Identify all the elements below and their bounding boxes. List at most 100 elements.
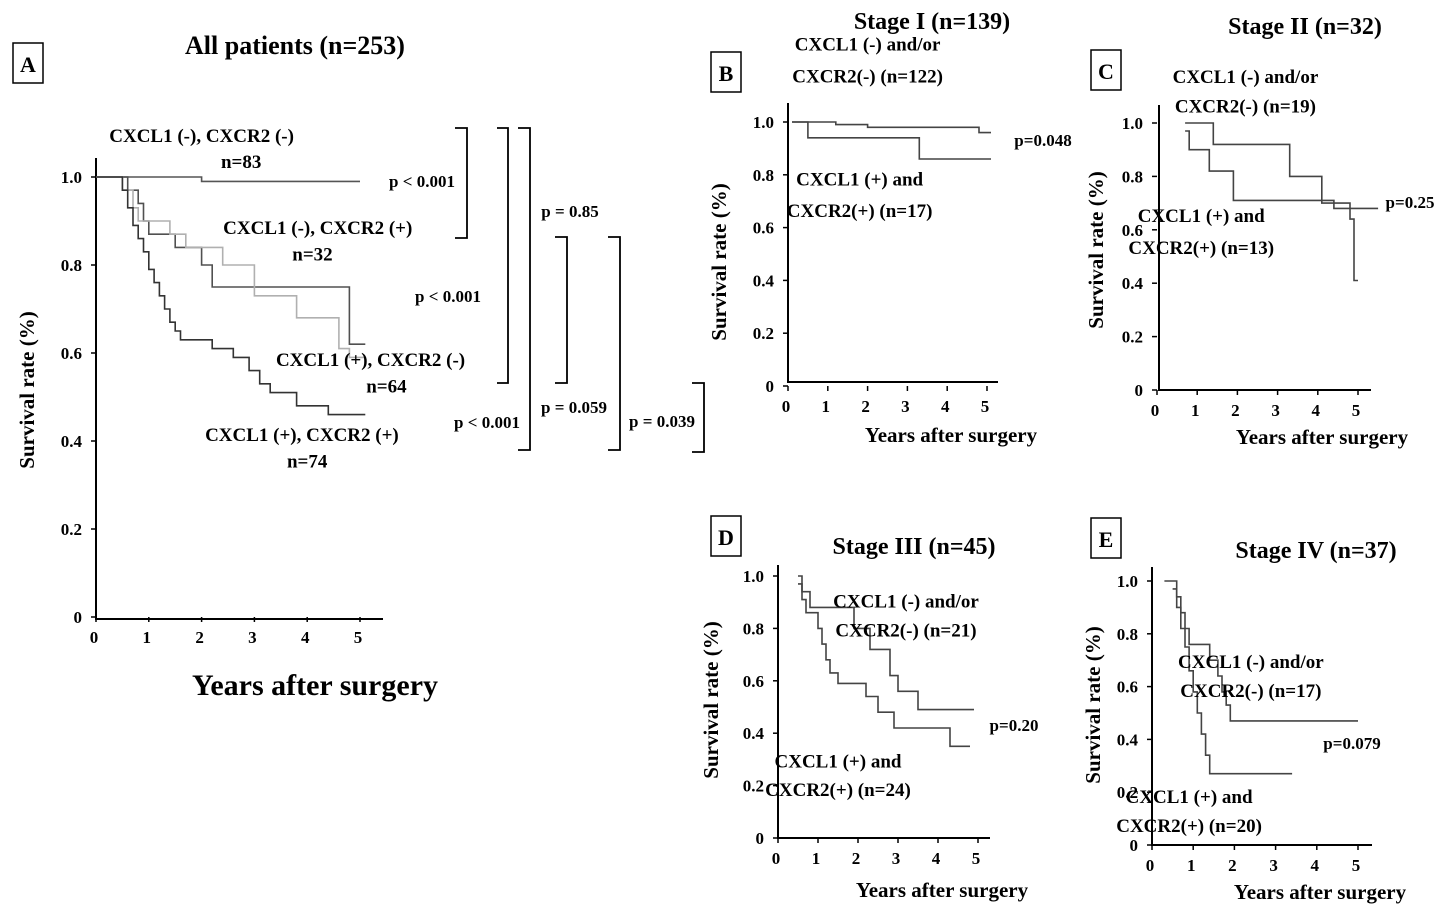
panel-c-ytick-label: 0 (1135, 381, 1144, 400)
panel-b-ytick-label: 0.8 (753, 166, 774, 185)
panel-a-survival-curve-1 (96, 176, 360, 183)
panel-e-annotation: CXCR2(+) (n=20) (1116, 816, 1262, 837)
panel-c-survival-curve-1 (1185, 122, 1358, 282)
panel-e-letter: E (1099, 527, 1114, 552)
bracket-a-5 (608, 236, 621, 451)
panel-b-xtick-label: 5 (981, 397, 990, 416)
panel-c-xtick-label: 4 (1312, 401, 1321, 420)
panel-a-annotations: CXCL1 (-), CXCR2 (-) n=83 CXCL1 (-), CXCR2… (109, 126, 465, 473)
panel-a: A All patients (n=253) Survival rate (%)… (12, 31, 705, 702)
panel-c-annotation: CXCL1 (-) and/or (1173, 67, 1319, 88)
panel-a-xtick-label: 2 (195, 628, 204, 647)
panel-e-xtick-label: 0 (1146, 856, 1155, 875)
panel-d: D Stage III (n=45) Survival rate (%) Yea… (699, 515, 1038, 902)
panel-a-xtick-label: 4 (301, 628, 310, 647)
panel-c-ytick-label: 0.6 (1122, 221, 1143, 240)
panel-e-ytick-label: 0.2 (1117, 783, 1138, 802)
panel-d-survival-curve-2 (798, 583, 970, 748)
panel-e-curves (1164, 580, 1358, 775)
panel-a-xlabel: Years after surgery (192, 669, 438, 702)
panel-c-xtick-label: 3 (1271, 401, 1280, 420)
panel-a-annotation: CXCL1 (+), CXCR2 (+) (205, 425, 399, 446)
panel-c-axes (1158, 105, 1371, 391)
panel-b-annotation: CXCL1 (+) and (796, 169, 923, 190)
panel-e-annotations: CXCL1 (-) and/or CXCR2(-) (n=17) CXCL1 (+)… (1116, 652, 1324, 837)
p-value-b: p=0.048 (1014, 131, 1071, 150)
panel-e-ticks: 0 1 2 3 4 5 0 0.2 0.4 0.6 0.8 1.0 (1117, 572, 1361, 875)
panel-a-xtick-label: 3 (248, 628, 257, 647)
panel-a-ytick-label: 0.4 (61, 432, 83, 451)
panel-c-letter-box (1090, 49, 1122, 91)
panel-d-annotation: CXCR2(-) (n=21) (835, 620, 976, 641)
panel-a-xtick-label: 5 (354, 628, 363, 647)
panel-b-xtick-label: 0 (782, 397, 791, 416)
panel-e-title: Stage IV (n=37) (1235, 538, 1396, 564)
panel-b-survival-curve-2 (792, 121, 991, 160)
panel-e-xtick-label: 2 (1228, 856, 1237, 875)
panel-b-letter-box (710, 51, 742, 93)
panel-d-xtick-label: 5 (972, 849, 981, 868)
panel-a-ytick-label: 0.8 (61, 256, 82, 275)
panel-c-ytick-label: 0.2 (1122, 328, 1143, 347)
panel-e-letter-box (1090, 517, 1122, 559)
panel-c-xlabel: Years after surgery (1236, 425, 1409, 449)
panel-c-ticks: 0 1 2 3 4 5 0 0.2 0.4 0.6 0.8 1.0 (1122, 114, 1361, 420)
panel-d-letter-box (710, 515, 742, 557)
panel-e-xtick-label: 3 (1269, 856, 1278, 875)
p-value-a-3: p < 0.001 (454, 413, 520, 432)
panel-a-annotation: n=74 (287, 451, 328, 472)
panel-e-ytick-label: 0.8 (1117, 625, 1138, 644)
panel-b: B Stage I (n=139) Survival rate (%) Year… (707, 9, 1072, 447)
panel-a-xtick-label: 0 (90, 628, 99, 647)
panel-e-ytick-label: 0.4 (1117, 730, 1139, 749)
panel-a-title: All patients (n=253) (185, 31, 405, 60)
panel-b-ytick-label: 0 (766, 377, 775, 396)
panel-b-ytick-label: 0.2 (753, 324, 774, 343)
panel-d-ytick-label: 0.6 (743, 672, 764, 691)
panel-c-xtick-label: 0 (1151, 401, 1160, 420)
panel-c-ylabel: Survival rate (%) (1084, 171, 1108, 328)
panel-a-xtick-label: 1 (143, 628, 152, 647)
panel-e-xtick-label: 1 (1187, 856, 1196, 875)
panel-b-letter: B (719, 61, 734, 86)
panel-c-annotations: CXCL1 (-) and/or CXCR2(-) (n=19) CXCL1 (+)… (1128, 67, 1318, 259)
p-value-a-6: p = 0.039 (629, 412, 695, 431)
panel-b-title: Stage I (n=139) (854, 9, 1010, 35)
panel-e-xlabel: Years after surgery (1234, 880, 1407, 904)
panel-d-annotation: CXCL1 (+) and (775, 751, 902, 772)
p-value-a-2: p < 0.001 (415, 287, 481, 306)
panel-c-curves (1185, 122, 1379, 282)
panel-b-ytick-label: 1.0 (753, 113, 774, 132)
panel-a-letter: A (20, 52, 36, 77)
panel-d-xtick-label: 1 (812, 849, 821, 868)
panel-a-letter-box (12, 42, 44, 84)
panel-b-annotation: CXCL1 (-) and/or (795, 35, 941, 56)
panel-e-annotation: CXCL1 (+) and (1126, 787, 1253, 808)
panel-d-letter: D (718, 525, 734, 550)
panel-a-survival-curve-4 (96, 176, 366, 416)
panel-a-annotation: n=32 (292, 245, 332, 266)
panel-d-xlabel: Years after surgery (856, 878, 1029, 902)
p-value-c: p=0.25 (1386, 193, 1435, 212)
panel-b-ytick-label: 0.6 (753, 219, 774, 238)
panel-d-annotation: CXCL1 (-) and/or (833, 591, 979, 612)
panel-a-ytick-label: 1.0 (61, 168, 82, 187)
panel-a-annotation: CXCL1 (+), CXCR2 (-) (276, 350, 465, 371)
p-value-a-4: p = 0.85 (541, 202, 598, 221)
panel-c-annotation: CXCL1 (+) and (1138, 206, 1265, 227)
panel-e-ytick-label: 0 (1130, 836, 1139, 855)
panel-c-annotation: CXCR2(+) (n=13) (1128, 238, 1274, 259)
panel-d-ytick-label: 1.0 (743, 567, 764, 586)
panel-d-xtick-label: 0 (772, 849, 781, 868)
panel-b-annotations: CXCL1 (-) and/or CXCR2(-) (n=122) CXCL1 (+… (787, 35, 943, 222)
panel-e-annotation: CXCR2(-) (n=17) (1180, 681, 1321, 702)
panel-c-ytick-label: 0.4 (1122, 274, 1144, 293)
panel-d-annotations: CXCL1 (-) and/or CXCR2(-) (n=21) CXCL1 (+)… (765, 591, 979, 801)
bracket-a-4 (555, 236, 568, 384)
panel-b-annotation: CXCR2(+) (n=17) (787, 201, 933, 222)
panel-d-xtick-label: 2 (852, 849, 861, 868)
bracket-a-3 (518, 127, 531, 451)
panel-e: E Stage IV (n=37) Survival rate (%) Year… (1081, 517, 1407, 904)
panel-e-survival-curve-2 (1172, 588, 1293, 775)
